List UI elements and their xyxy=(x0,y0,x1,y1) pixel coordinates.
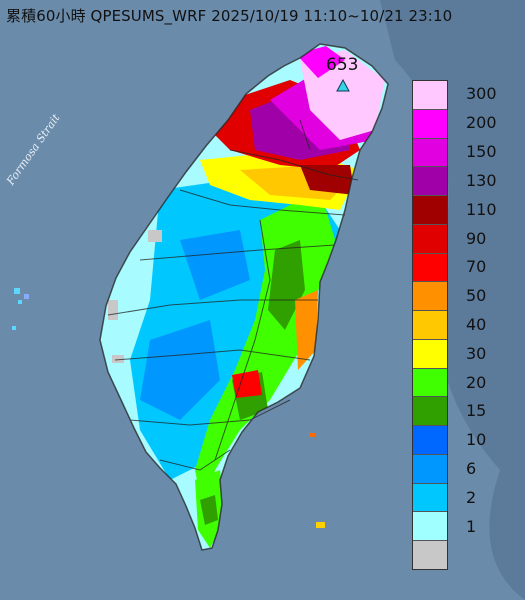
legend-swatch xyxy=(413,339,447,369)
legend-swatch xyxy=(413,138,447,168)
legend-label: 1 xyxy=(466,516,477,536)
legend-swatch xyxy=(413,311,447,340)
legend-label: 300 xyxy=(466,84,497,104)
legend-swatch xyxy=(413,109,447,139)
legend-label: 200 xyxy=(466,113,497,133)
legend-label: 10 xyxy=(466,430,487,450)
legend-swatch xyxy=(413,282,447,312)
map-title: 累積60小時 QPESUMS_WRF 2025/10/19 11:10~10/2… xyxy=(6,7,453,25)
legend-swatch xyxy=(413,512,447,542)
legend-label: 110 xyxy=(466,199,497,219)
legend-label: 2 xyxy=(466,487,477,507)
legend-swatch xyxy=(413,81,447,110)
legend-labels: 300 200 150 130 110 90 70 50 40 30 20 15 10 6 2 1 xyxy=(466,80,516,570)
peak-triangle-icon xyxy=(336,78,350,92)
legend-colorbar xyxy=(412,80,448,570)
legend-label: 6 xyxy=(466,459,477,479)
legend-label: 15 xyxy=(466,401,487,421)
peak-value: 653 xyxy=(326,55,359,75)
legend-swatch xyxy=(413,426,447,455)
legend-swatch xyxy=(413,253,447,283)
legend-swatch xyxy=(413,167,447,197)
legend-label: 150 xyxy=(466,142,497,162)
legend-label: 30 xyxy=(466,343,487,363)
legend-swatch xyxy=(413,397,447,427)
legend-label: 90 xyxy=(466,228,487,248)
legend-swatch xyxy=(413,541,447,570)
legend-label: 20 xyxy=(466,372,487,392)
legend-swatch xyxy=(413,483,447,513)
legend-label: 50 xyxy=(466,286,487,306)
legend-swatch xyxy=(413,368,447,398)
legend-label: 40 xyxy=(466,315,487,334)
legend-swatch xyxy=(413,196,447,225)
legend-label: 70 xyxy=(466,257,487,277)
legend-swatch xyxy=(413,224,447,254)
legend-swatch xyxy=(413,454,447,484)
legend-label: 130 xyxy=(466,170,497,190)
